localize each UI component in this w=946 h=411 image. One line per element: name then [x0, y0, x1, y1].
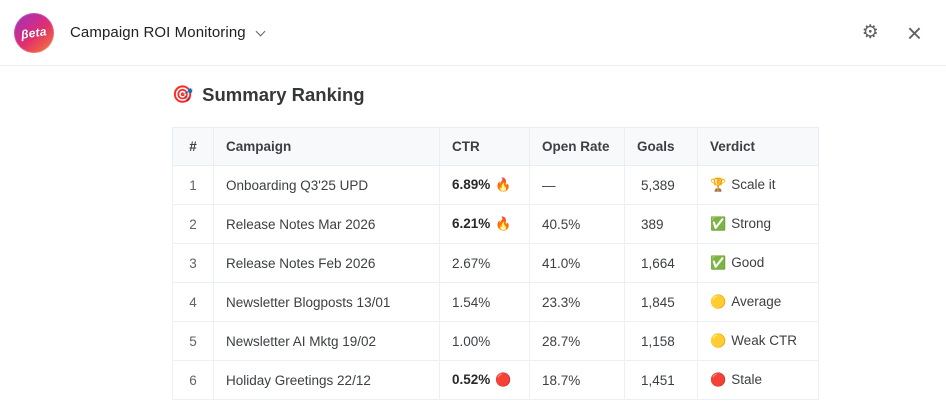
verdict-cell: ✅ Strong: [697, 204, 819, 244]
goals-cell: 1,158: [624, 321, 698, 361]
campaign-cell: Holiday Greetings 22/12: [213, 360, 440, 400]
beta-logo: βeta: [14, 12, 54, 53]
goals-cell: 389: [624, 204, 698, 244]
check-mark-icon: ✅: [710, 216, 727, 231]
ctr-cell: 1.00%: [439, 321, 530, 361]
column-header-campaign: Campaign: [213, 127, 440, 166]
yellow-circle-icon: 🟡: [710, 294, 727, 309]
ctr-value: 1.54%: [452, 294, 491, 310]
verdict-cell: 🏆 Scale it: [697, 165, 819, 205]
open-rate-cell: 18.7%: [529, 360, 625, 400]
column-header-rank: #: [172, 127, 214, 166]
main-content: 🎯 Summary Ranking # Campaign CTR Open Ra…: [0, 66, 946, 400]
table-row: 2 Release Notes Mar 2026 6.21% 🔥 40.5% 38…: [172, 204, 819, 244]
summary-ranking-table: # Campaign CTR Open Rate Goals Verdict 1…: [172, 127, 819, 400]
open-rate-cell: 28.7%: [529, 321, 625, 361]
ctr-value: 6.89%: [452, 177, 491, 192]
trophy-icon: 🏆: [710, 177, 727, 192]
column-header-goals: Goals: [624, 127, 698, 166]
table-row: 3 Release Notes Feb 2026 2.67% 41.0% 1,6…: [172, 243, 819, 283]
ctr-cell: 6.21% 🔥: [439, 204, 530, 244]
red-circle-icon: 🔴: [495, 372, 512, 387]
goals-cell: 1,845: [624, 282, 698, 322]
table-row: 4 Newsletter Blogposts 13/01 1.54% 23.3%…: [172, 282, 819, 322]
ctr-value: 6.21%: [452, 216, 491, 231]
rank-cell: 4: [172, 282, 214, 322]
check-mark-icon: ✅: [710, 255, 727, 270]
verdict-label: Scale it: [731, 177, 776, 192]
verdict-label: Stale: [731, 372, 762, 387]
fire-icon: 🔥: [495, 177, 512, 192]
verdict-label: Good: [731, 255, 765, 270]
table-row: 5 Newsletter AI Mktg 19/02 1.00% 28.7% 1…: [172, 321, 819, 361]
table-header-row: # Campaign CTR Open Rate Goals Verdict: [172, 127, 819, 166]
ctr-cell: 2.67%: [439, 243, 530, 283]
title-dropdown[interactable]: Campaign ROI Monitoring: [70, 24, 266, 41]
rank-cell: 6: [172, 360, 214, 400]
gear-icon: ⚙: [861, 22, 879, 43]
verdict-cell: ✅ Good: [697, 243, 819, 283]
section-heading: 🎯 Summary Ranking: [172, 84, 946, 106]
table-row: 6 Holiday Greetings 22/12 0.52% 🔴 18.7% 1…: [172, 360, 819, 400]
open-rate-cell: 40.5%: [529, 204, 625, 244]
verdict-label: Weak CTR: [731, 333, 797, 348]
verdict-label: Average: [731, 294, 782, 309]
column-header-open-rate: Open Rate: [529, 127, 625, 166]
ctr-cell: 0.52% 🔴: [439, 360, 530, 400]
verdict-cell: 🟡 Weak CTR: [697, 321, 819, 361]
rank-cell: 1: [172, 165, 214, 205]
ctr-cell: 1.54%: [439, 282, 530, 322]
chevron-down-icon: [255, 26, 266, 36]
rank-cell: 5: [172, 321, 214, 361]
beta-logo-label: βeta: [20, 23, 48, 42]
campaign-cell: Newsletter AI Mktg 19/02: [213, 321, 440, 361]
target-icon: 🎯: [172, 85, 194, 104]
verdict-cell: 🟡 Average: [697, 282, 819, 322]
open-rate-cell: 41.0%: [529, 243, 625, 283]
ctr-value: 1.00%: [452, 333, 491, 349]
ctr-value: 0.52%: [452, 372, 491, 387]
goals-cell: 1,451: [624, 360, 698, 400]
section-heading-label: Summary Ranking: [202, 84, 365, 105]
app-header: βeta Campaign ROI Monitoring ⚙ ×: [0, 0, 946, 66]
campaign-cell: Newsletter Blogposts 13/01: [213, 282, 440, 322]
table-row: 1 Onboarding Q3'25 UPD 6.89% 🔥 — 5,389 🏆 S…: [172, 165, 819, 205]
campaign-cell: Release Notes Mar 2026: [213, 204, 440, 244]
close-button[interactable]: ×: [907, 20, 922, 46]
yellow-circle-icon: 🟡: [710, 333, 727, 348]
goals-cell: 5,389: [624, 165, 698, 205]
rank-cell: 2: [172, 204, 214, 244]
campaign-cell: Onboarding Q3'25 UPD: [213, 165, 440, 205]
column-header-verdict: Verdict: [697, 127, 819, 166]
ctr-cell: 6.89% 🔥: [439, 165, 530, 205]
open-rate-cell: 23.3%: [529, 282, 625, 322]
settings-button[interactable]: ⚙: [862, 23, 879, 42]
rank-cell: 3: [172, 243, 214, 283]
goals-cell: 1,664: [624, 243, 698, 283]
verdict-label: Strong: [731, 216, 771, 231]
fire-icon: 🔥: [495, 216, 512, 231]
close-icon: ×: [906, 17, 922, 48]
campaign-cell: Release Notes Feb 2026: [213, 243, 440, 283]
column-header-ctr: CTR: [439, 127, 530, 166]
red-circle-icon: 🔴: [710, 372, 727, 387]
verdict-cell: 🔴 Stale: [697, 360, 819, 400]
open-rate-cell: —: [529, 165, 625, 205]
page-title: Campaign ROI Monitoring: [70, 24, 246, 41]
ctr-value: 2.67%: [452, 255, 491, 271]
